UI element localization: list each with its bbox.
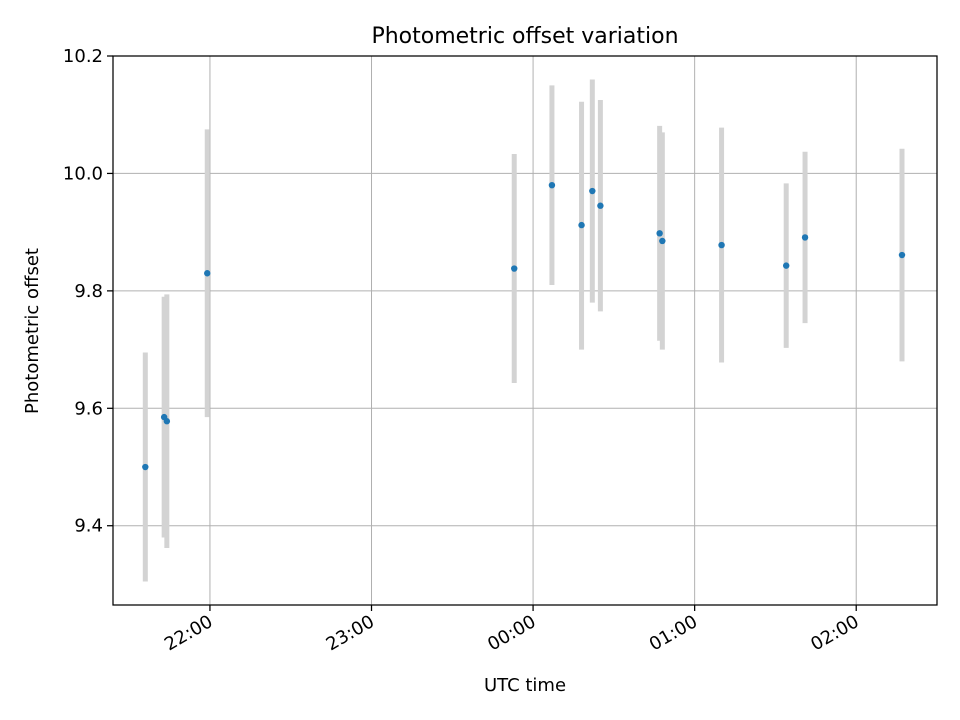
data-point [142, 463, 149, 471]
data-point [597, 202, 604, 209]
data-point [589, 187, 596, 195]
grid-lines [113, 55, 937, 605]
data-point [163, 418, 171, 425]
x-ticks: 22:00 23:00 00:00 01:00 02:00 [161, 605, 863, 655]
data-point [898, 251, 906, 259]
data-point [204, 270, 211, 277]
plot-frame [112, 55, 938, 606]
data-point [801, 234, 809, 241]
x-tick-label: 00:00 [484, 611, 539, 655]
y-tick-label: 10.2 [63, 46, 103, 67]
x-axis-label: UTC time [484, 675, 566, 696]
data-point [511, 265, 518, 272]
data-point [548, 181, 556, 189]
y-axis-label: Photometric offset [22, 248, 43, 414]
data-points [142, 181, 906, 471]
error-bars [142, 79, 905, 582]
y-tick-label: 9.6 [74, 398, 103, 419]
data-point [578, 221, 585, 229]
y-ticks: 9.4 9.6 9.8 10.0 10.2 [63, 46, 113, 537]
y-tick-label: 10.0 [63, 163, 103, 184]
x-tick-label: 01:00 [646, 611, 701, 655]
x-tick-label: 22:00 [161, 611, 216, 655]
x-tick-label: 02:00 [807, 611, 862, 655]
data-point [659, 237, 666, 245]
y-tick-label: 9.8 [74, 281, 103, 302]
x-tick-label: 23:00 [323, 611, 378, 655]
y-tick-label: 9.4 [74, 516, 103, 537]
chart-title: Photometric offset variation [371, 24, 678, 49]
data-point [783, 262, 790, 269]
data-point [656, 230, 663, 237]
data-point [718, 241, 725, 249]
